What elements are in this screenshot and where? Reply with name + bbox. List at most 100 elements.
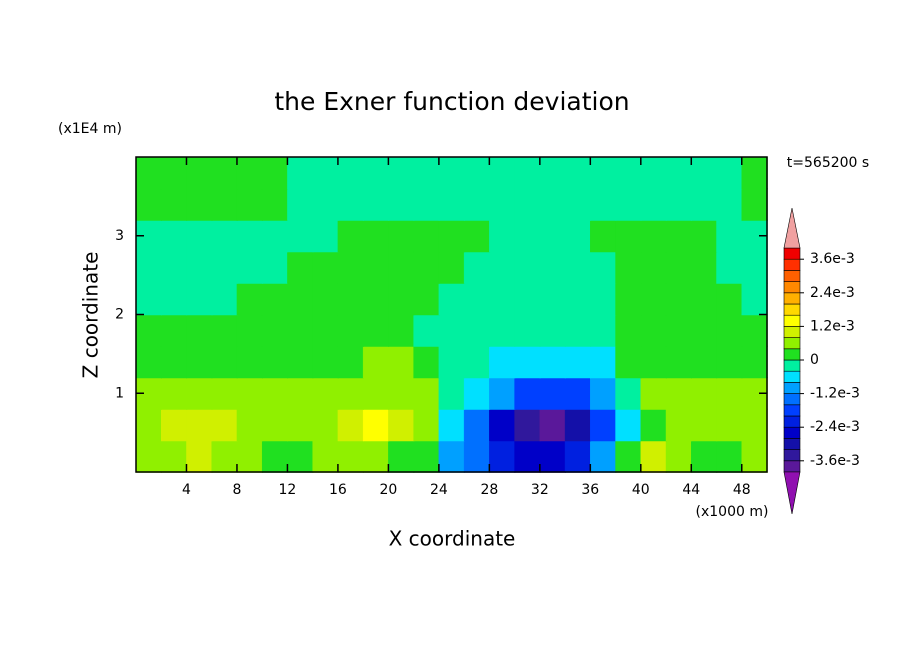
contour-cell: [741, 156, 768, 190]
contour-cell: [413, 251, 440, 284]
contour-cell: [438, 440, 465, 473]
contour-cell: [388, 188, 415, 221]
contour-cell: [716, 251, 743, 284]
y-unit: (x1E4 m): [58, 121, 122, 137]
contour-cell: [211, 188, 238, 221]
contour-cell: [337, 377, 364, 410]
contour-cell: [362, 188, 390, 221]
colorbar-box: [783, 258, 801, 271]
contour-cell: [135, 314, 162, 347]
contour-cell: [337, 219, 364, 253]
contour-cell: [287, 345, 314, 379]
contour-cell: [716, 282, 743, 316]
contour-cell: [665, 408, 693, 442]
contour-cell: [539, 377, 566, 410]
colorbar-box: [783, 270, 801, 282]
contour-cell: [590, 345, 617, 379]
contour-cell: [312, 282, 339, 316]
contour-cell: [640, 282, 667, 316]
contour-cell: [337, 188, 364, 221]
contour-cell: [716, 408, 743, 442]
contour-cell: [438, 345, 465, 379]
contour-cell: [160, 377, 188, 410]
contour-cell: [312, 440, 339, 473]
contour-cell: [691, 377, 718, 410]
contour-cell: [160, 408, 188, 442]
contour-cell: [287, 377, 314, 410]
contour-cell: [590, 219, 617, 253]
colorbar-box: [783, 348, 801, 361]
contour-cell: [388, 345, 415, 379]
contour-cell: [489, 345, 516, 379]
contour-cell: [186, 156, 213, 190]
contour-cell: [665, 345, 693, 379]
colorbar-box: [783, 382, 801, 394]
contour-cell: [362, 408, 390, 442]
contour-cell: [438, 219, 465, 253]
contour-cell: [337, 156, 364, 190]
contour-cell: [236, 314, 263, 347]
contour-cell: [615, 314, 642, 347]
colorbar-tick-label: -2.4e-3: [810, 419, 860, 435]
contour-cell: [716, 314, 743, 347]
contour-cell: [438, 408, 465, 442]
contour-cell: [691, 314, 718, 347]
contour-cell: [564, 156, 592, 190]
x-tick-label: 40: [632, 482, 650, 498]
contour-cell: [564, 377, 592, 410]
contour-cell: [135, 440, 162, 473]
contour-cell: [489, 188, 516, 221]
contour-cell: [564, 314, 592, 347]
contour-cell: [514, 377, 541, 410]
contour-cell: [135, 408, 162, 442]
contour-cell: [463, 156, 491, 190]
colorbar-box: [783, 404, 801, 417]
contour-cell: [160, 156, 188, 190]
contour-cell: [665, 282, 693, 316]
colorbar-tick-label: 2.4e-3: [810, 285, 855, 301]
contour-cell: [514, 251, 541, 284]
contour-cell: [186, 282, 213, 316]
contour-cell: [463, 314, 491, 347]
contour-cell: [564, 251, 592, 284]
contour-cell: [337, 345, 364, 379]
contour-cell: [463, 345, 491, 379]
y-tick-label: 2: [115, 307, 124, 323]
contour-cell: [489, 251, 516, 284]
contour-cell: [261, 251, 289, 284]
contour-cell: [337, 440, 364, 473]
colorbar-box: [783, 393, 801, 406]
contour-cell: [388, 219, 415, 253]
contour-cell: [640, 440, 667, 473]
colorbar-box: [783, 314, 801, 327]
contour-field: [135, 156, 768, 473]
x-tick-label: 28: [480, 482, 498, 498]
colorbar-extend-low: [783, 471, 801, 515]
contour-cell: [665, 156, 693, 190]
contour-cell: [691, 408, 718, 442]
contour-cell: [362, 156, 390, 190]
contour-cell: [665, 377, 693, 410]
contour-cell: [615, 282, 642, 316]
contour-cell: [211, 377, 238, 410]
colorbar-tick-label: 1.2e-3: [810, 318, 855, 334]
colorbar-tick-label: 3.6e-3: [810, 251, 855, 267]
contour-cell: [236, 345, 263, 379]
contour-cell: [539, 314, 566, 347]
contour-cell: [691, 251, 718, 284]
contour-cell: [615, 440, 642, 473]
contour-cell: [211, 345, 238, 379]
contour-cell: [514, 188, 541, 221]
contour-cell: [489, 156, 516, 190]
contour-cell: [539, 219, 566, 253]
contour-cell: [312, 314, 339, 347]
contour-cell: [741, 408, 768, 442]
contour-cell: [236, 188, 263, 221]
colorbar-tick-label: -3.6e-3: [810, 453, 860, 469]
contour-cell: [691, 188, 718, 221]
contour-cell: [261, 188, 289, 221]
contour-cell: [186, 377, 213, 410]
contour-cell: [539, 345, 566, 379]
contour-cell: [413, 377, 440, 410]
contour-cell: [211, 251, 238, 284]
